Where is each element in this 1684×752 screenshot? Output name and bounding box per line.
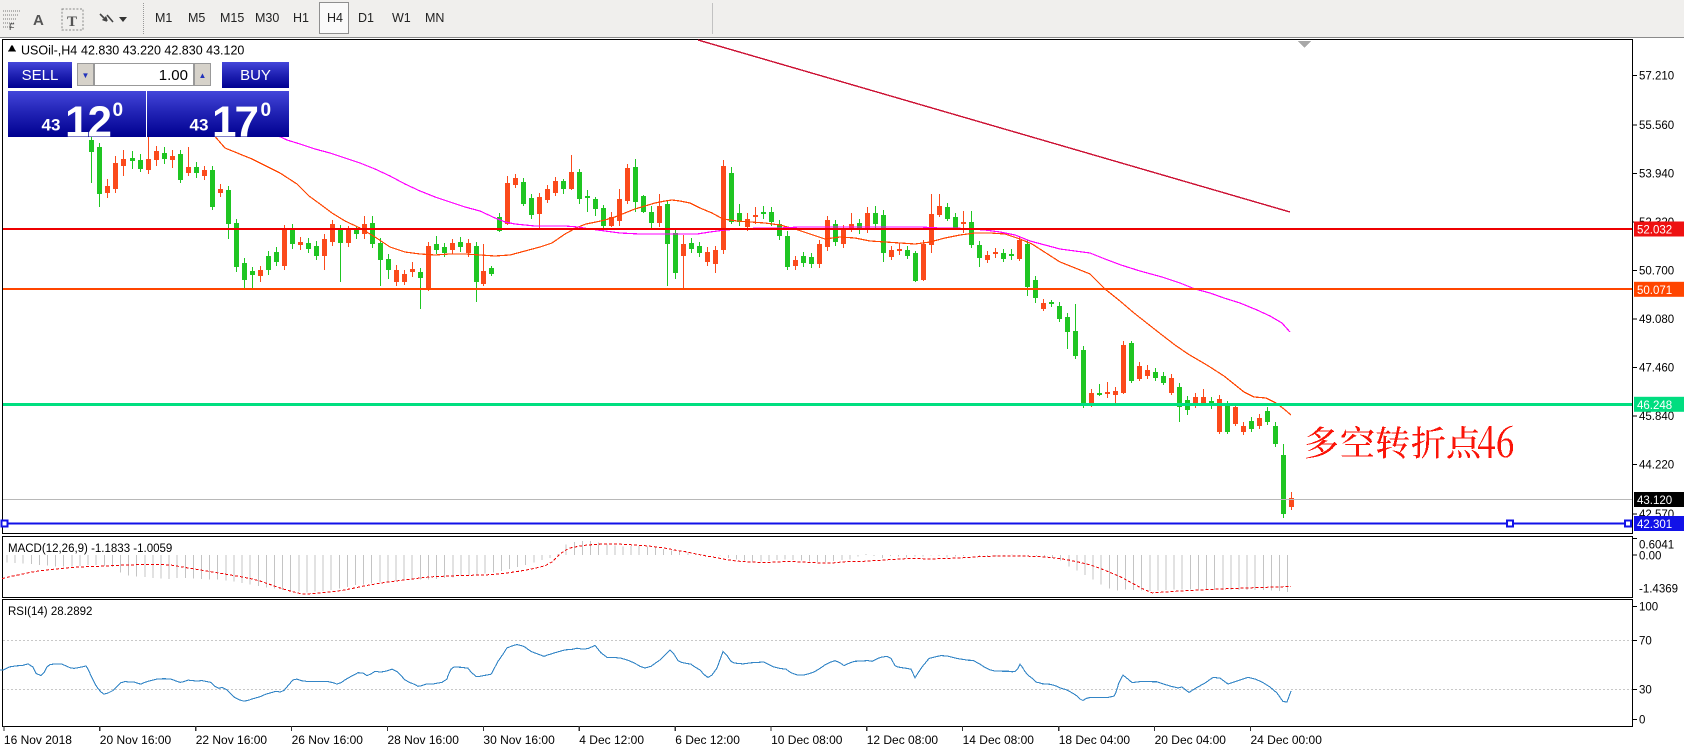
svg-text:70: 70 xyxy=(1639,635,1652,647)
svg-text:6 Dec 12:00: 6 Dec 12:00 xyxy=(675,733,740,747)
svg-text:24 Dec 00:00: 24 Dec 00:00 xyxy=(1251,733,1323,747)
svg-text:A: A xyxy=(33,12,44,29)
svg-text:12: 12 xyxy=(65,98,110,138)
svg-text:45.840: 45.840 xyxy=(1639,411,1674,423)
svg-text:0: 0 xyxy=(261,100,272,121)
svg-text:12 Dec 08:00: 12 Dec 08:00 xyxy=(867,733,939,747)
svg-text:28 Nov 16:00: 28 Nov 16:00 xyxy=(388,733,460,747)
svg-text:14 Dec 08:00: 14 Dec 08:00 xyxy=(963,733,1035,747)
svg-text:53.940: 53.940 xyxy=(1639,168,1674,180)
svg-text:22 Nov 16:00: 22 Nov 16:00 xyxy=(196,733,268,747)
svg-text:16 Nov 2018: 16 Nov 2018 xyxy=(4,733,72,747)
svg-text:43: 43 xyxy=(42,116,61,135)
svg-text:USOil-,H4: USOil-,H4 xyxy=(21,44,77,58)
svg-text:-1.4369: -1.4369 xyxy=(1639,584,1678,596)
svg-text:55.560: 55.560 xyxy=(1639,120,1674,132)
svg-text:47.460: 47.460 xyxy=(1639,362,1674,374)
svg-text:4 Dec 12:00: 4 Dec 12:00 xyxy=(579,733,644,747)
svg-text:100: 100 xyxy=(1639,602,1658,614)
svg-text:T: T xyxy=(67,14,77,30)
svg-text:26 Nov 16:00: 26 Nov 16:00 xyxy=(292,733,364,747)
svg-text:MACD(12,26,9) -1.1833 -1.0059: MACD(12,26,9) -1.1833 -1.0059 xyxy=(8,543,172,555)
svg-text:10 Dec 08:00: 10 Dec 08:00 xyxy=(771,733,843,747)
svg-text:43: 43 xyxy=(190,116,209,135)
svg-text:0: 0 xyxy=(1639,715,1645,727)
svg-text:F: F xyxy=(9,22,15,32)
svg-text:20 Nov 16:00: 20 Nov 16:00 xyxy=(100,733,172,747)
svg-text:17: 17 xyxy=(212,98,257,138)
svg-text:42.570: 42.570 xyxy=(1639,509,1674,521)
svg-text:30 Nov 16:00: 30 Nov 16:00 xyxy=(483,733,555,747)
svg-text:RSI(14) 28.2892: RSI(14) 28.2892 xyxy=(8,606,92,618)
svg-text:0.00: 0.00 xyxy=(1639,551,1661,563)
svg-text:42.830 43.220 42.830 43.120: 42.830 43.220 42.830 43.120 xyxy=(81,44,244,58)
svg-text:18 Dec 04:00: 18 Dec 04:00 xyxy=(1059,733,1131,747)
svg-text:50.700: 50.700 xyxy=(1639,265,1674,277)
svg-text:52.320: 52.320 xyxy=(1639,217,1674,229)
svg-text:44.220: 44.220 xyxy=(1639,459,1674,471)
svg-text:20 Dec 04:00: 20 Dec 04:00 xyxy=(1155,733,1227,747)
svg-text:49.080: 49.080 xyxy=(1639,314,1674,326)
svg-text:0: 0 xyxy=(113,100,124,121)
svg-text:30: 30 xyxy=(1639,684,1652,696)
svg-text:0.6041: 0.6041 xyxy=(1639,540,1674,552)
svg-text:57.210: 57.210 xyxy=(1639,71,1674,83)
